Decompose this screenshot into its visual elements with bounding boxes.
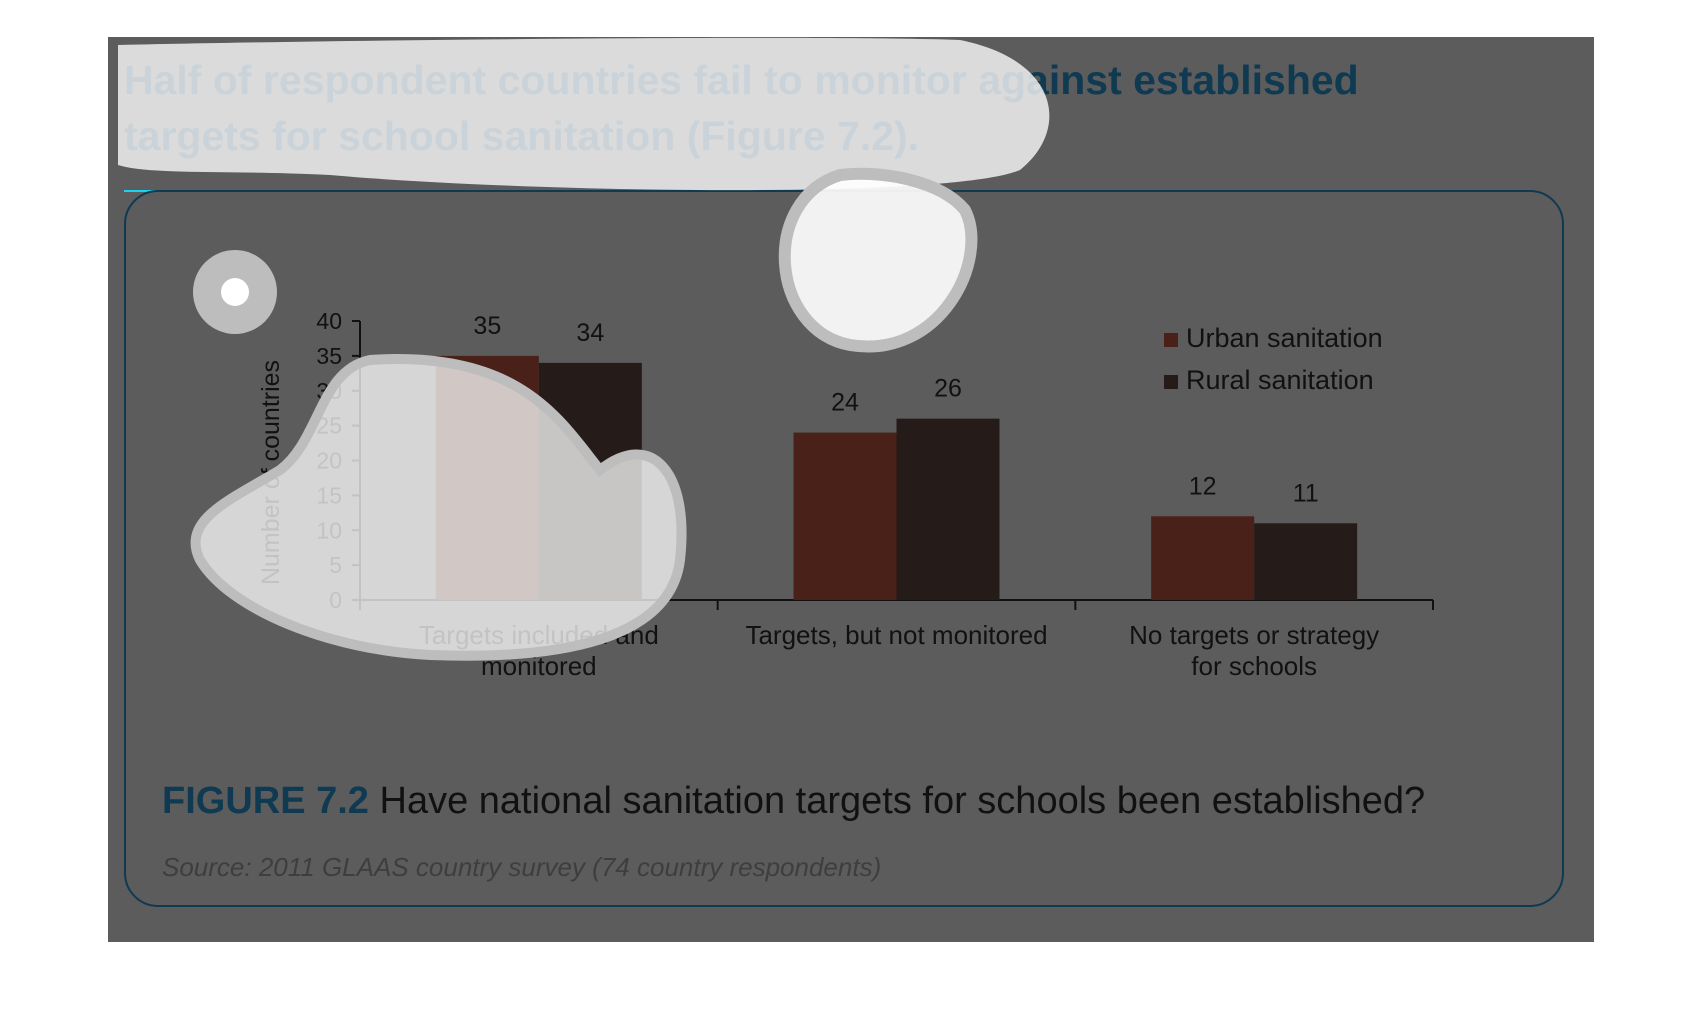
y-tick-label: 30 xyxy=(316,378,342,404)
urban-bar xyxy=(435,355,539,600)
rural-data-label: 26 xyxy=(934,375,962,403)
rural-bar xyxy=(896,418,1000,600)
figure-title: Have national sanitation targets for sch… xyxy=(379,780,1426,822)
x-category-label: Targets included and monitored xyxy=(419,620,659,681)
bars: 35 24 12 34 26 11 xyxy=(435,312,1358,600)
urban-bar xyxy=(1151,516,1255,600)
x-category-label-line: Targets, but not monitored xyxy=(745,620,1047,650)
legend-label: Urban sanitation xyxy=(1186,323,1383,353)
figure-caption: FIGURE 7.2 Have national sanitation targ… xyxy=(162,780,1425,823)
y-tick-label: 20 xyxy=(316,448,342,474)
x-axis: Targets included and monitored Targets, bu… xyxy=(359,599,1434,681)
legend-label: Rural sanitation xyxy=(1186,365,1374,395)
y-tick-label: 25 xyxy=(316,413,342,439)
urban-data-label: 12 xyxy=(1189,472,1217,500)
y-tick-label: 15 xyxy=(316,482,342,508)
figure-source: Source: 2011 GLAAS country survey (74 co… xyxy=(162,852,882,882)
rural-data-label: 11 xyxy=(1293,479,1319,507)
rural-bar xyxy=(1254,523,1358,600)
rural-bar xyxy=(538,362,642,600)
figure-number: FIGURE 7.2 xyxy=(162,780,369,822)
x-category-label: No targets or strategy for schools xyxy=(1129,620,1379,681)
legend-swatch xyxy=(1164,333,1178,347)
urban-data-label: 35 xyxy=(473,312,501,340)
y-tick-label: 5 xyxy=(329,552,342,578)
x-category-label-line: Targets included and xyxy=(419,620,659,650)
urban-data-label: 24 xyxy=(831,389,859,417)
y-tick-label: 0 xyxy=(329,587,342,613)
y-tick-label: 35 xyxy=(316,343,342,369)
urban-bar xyxy=(793,432,897,600)
x-category-label-line: No targets or strategy xyxy=(1129,620,1379,650)
x-category-label-line: for schools xyxy=(1191,651,1317,681)
y-axis: 0 5 10 15 20 25 30 35 40 Number of countries xyxy=(257,308,361,613)
y-tick-label: 40 xyxy=(316,308,342,334)
rural-data-label: 34 xyxy=(576,319,604,347)
x-category-label-line: monitored xyxy=(481,651,597,681)
y-tick-label: 10 xyxy=(316,517,342,543)
legend-swatch xyxy=(1164,375,1178,389)
legend: Urban sanitation Rural sanitation xyxy=(1164,323,1383,395)
x-category-label: Targets, but not monitored xyxy=(745,620,1047,650)
y-axis-title: Number of countries xyxy=(257,360,285,585)
